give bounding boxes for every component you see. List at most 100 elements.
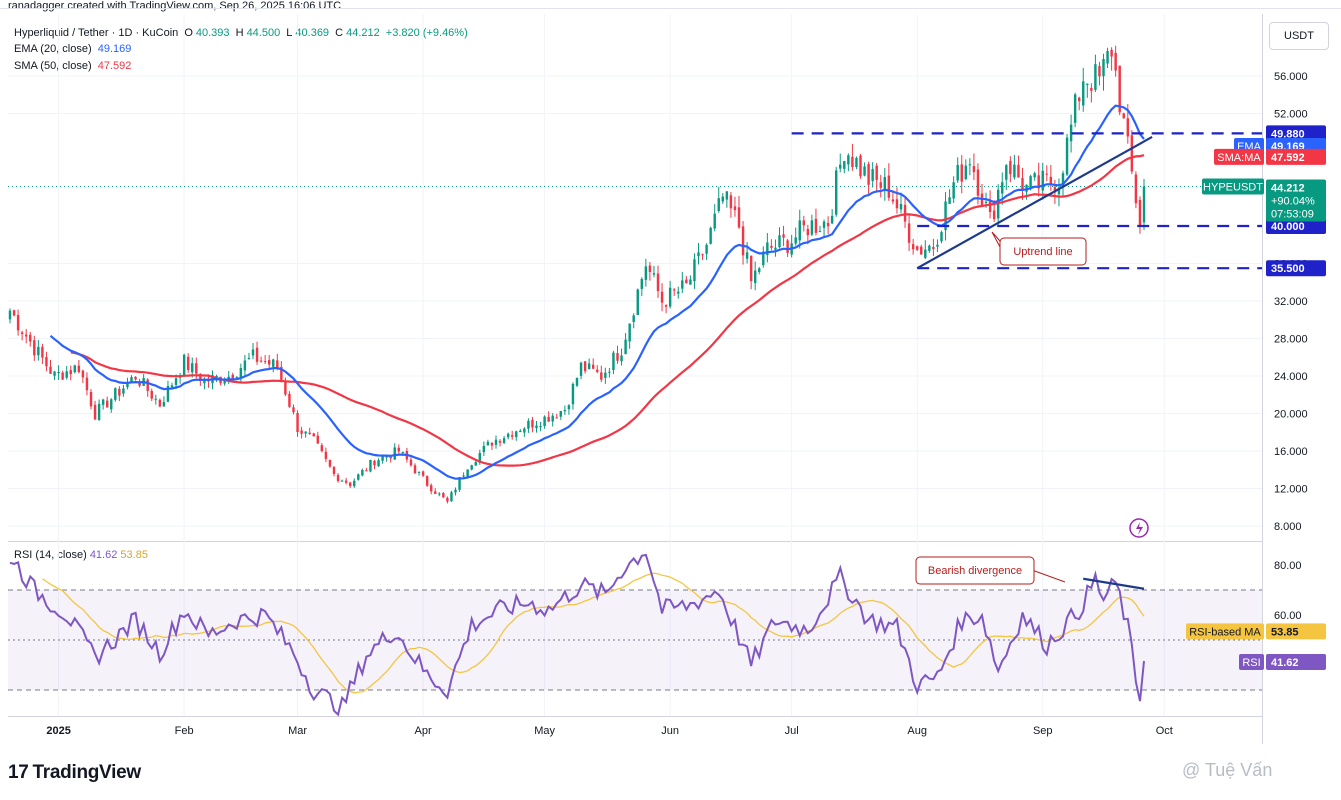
candle-body bbox=[863, 166, 866, 176]
candle-body bbox=[377, 460, 380, 467]
rsi-legend-value: 41.62 bbox=[89, 549, 118, 561]
candle-body bbox=[814, 218, 818, 233]
candle-body bbox=[948, 197, 951, 204]
candle-body bbox=[385, 456, 388, 458]
candle-body bbox=[952, 182, 955, 199]
candle-body bbox=[1110, 49, 1113, 57]
rsi-axis-label: 41.62 bbox=[1271, 657, 1299, 669]
alert-bolt-icon[interactable] bbox=[1129, 518, 1149, 538]
candle-body bbox=[267, 360, 271, 365]
candle-body bbox=[12, 310, 16, 316]
rsi-legend-label: RSI (14, close) bbox=[14, 549, 87, 561]
candle-body bbox=[300, 430, 303, 434]
candle-body bbox=[867, 164, 870, 185]
symbol-name-tag-bg bbox=[1202, 178, 1264, 195]
divergence-line bbox=[1083, 577, 1145, 590]
time-tick-label: Jul bbox=[785, 725, 799, 737]
candle-body bbox=[672, 289, 676, 291]
candle-body bbox=[304, 431, 307, 434]
candle-body bbox=[535, 425, 538, 429]
candle-body bbox=[223, 381, 226, 384]
candle-body bbox=[624, 339, 627, 355]
candle-body bbox=[555, 417, 558, 419]
candle-body bbox=[276, 360, 279, 368]
candle-body bbox=[1106, 50, 1109, 64]
candle-body bbox=[855, 157, 858, 168]
candle-body bbox=[442, 492, 445, 498]
level-axis-label-bg bbox=[1266, 218, 1326, 234]
candle-body bbox=[231, 374, 234, 380]
price-tick-label: 52.000 bbox=[1274, 109, 1308, 121]
uptrend-callout-box bbox=[999, 237, 1087, 266]
candle-body bbox=[587, 363, 591, 370]
candle-body bbox=[1122, 113, 1125, 119]
rsi-ma-axis-label: 53.85 bbox=[1271, 626, 1299, 638]
candle-body bbox=[174, 378, 178, 385]
candle-body bbox=[320, 445, 324, 452]
candle-body bbox=[37, 346, 40, 356]
candle-body bbox=[689, 279, 692, 285]
candle-body bbox=[316, 435, 320, 444]
candle-body bbox=[774, 247, 777, 250]
candle-body bbox=[478, 452, 482, 463]
candle-body bbox=[239, 368, 243, 379]
sma-legend-label: SMA (50, close) bbox=[14, 60, 92, 72]
candle-body bbox=[519, 430, 522, 433]
candle-body bbox=[8, 310, 12, 320]
candle-body bbox=[494, 439, 498, 445]
candle-body bbox=[608, 371, 611, 373]
candle-body bbox=[336, 475, 340, 481]
rsi-ma-legend-value: 53.85 bbox=[120, 549, 148, 561]
candle-body bbox=[1098, 66, 1101, 77]
time-tick-label: Jun bbox=[661, 725, 679, 737]
candle-body bbox=[515, 431, 518, 438]
divergence-callout-box bbox=[915, 556, 1035, 585]
top-border bbox=[0, 8, 1341, 9]
candle-body bbox=[138, 381, 141, 386]
candle-body bbox=[887, 175, 891, 198]
sma-legend-value: 47.592 bbox=[97, 60, 132, 72]
candle-body bbox=[105, 400, 109, 408]
candle-body bbox=[944, 201, 947, 231]
high-label: H bbox=[235, 27, 244, 39]
candle-body bbox=[745, 252, 749, 259]
candle-body bbox=[984, 201, 988, 204]
candle-body bbox=[243, 360, 247, 371]
candle-body bbox=[73, 365, 77, 373]
candle-body bbox=[1073, 94, 1077, 123]
candle-body bbox=[490, 442, 494, 446]
tradingview-logo[interactable]: 17 TradingView bbox=[8, 762, 141, 784]
candle-body bbox=[296, 412, 299, 433]
candle-body bbox=[579, 362, 583, 376]
candle-body bbox=[450, 492, 453, 502]
level-axis-label: 49.880 bbox=[1271, 128, 1305, 140]
candle-body bbox=[976, 169, 980, 196]
candle-body bbox=[284, 381, 287, 395]
candle-body bbox=[693, 259, 696, 282]
candle-body bbox=[97, 403, 101, 420]
candle-body bbox=[697, 252, 700, 257]
sma-legend[interactable]: SMA (50, close) 47.592 bbox=[14, 60, 134, 72]
candle-body bbox=[259, 360, 263, 362]
rsi-legend[interactable]: RSI (14, close) 41.62 53.85 bbox=[14, 549, 148, 561]
candle-body bbox=[308, 432, 311, 435]
candle-body bbox=[146, 379, 149, 391]
price-tick-label: 12.000 bbox=[1274, 484, 1308, 496]
candle-body bbox=[101, 399, 105, 405]
last-price-axis-label: 44.212 bbox=[1271, 183, 1305, 195]
symbol-name[interactable]: Hyperliquid / Tether · 1D · KuCoin bbox=[14, 27, 179, 39]
candle-body bbox=[458, 477, 461, 490]
candle-body bbox=[802, 220, 806, 226]
candle-body bbox=[822, 221, 826, 228]
ema-legend[interactable]: EMA (20, close) 49.169 bbox=[14, 43, 134, 55]
candle-body bbox=[1134, 174, 1138, 204]
sma-line bbox=[70, 154, 1145, 467]
candle-body bbox=[486, 441, 490, 446]
candle-body bbox=[616, 353, 619, 361]
candle-body bbox=[1029, 176, 1032, 188]
time-tick-label: Feb bbox=[175, 725, 194, 737]
candle-body bbox=[1069, 124, 1073, 142]
rsi-tick-label: 60.00 bbox=[1274, 610, 1302, 622]
currency-selector[interactable]: USDT bbox=[1269, 22, 1329, 50]
